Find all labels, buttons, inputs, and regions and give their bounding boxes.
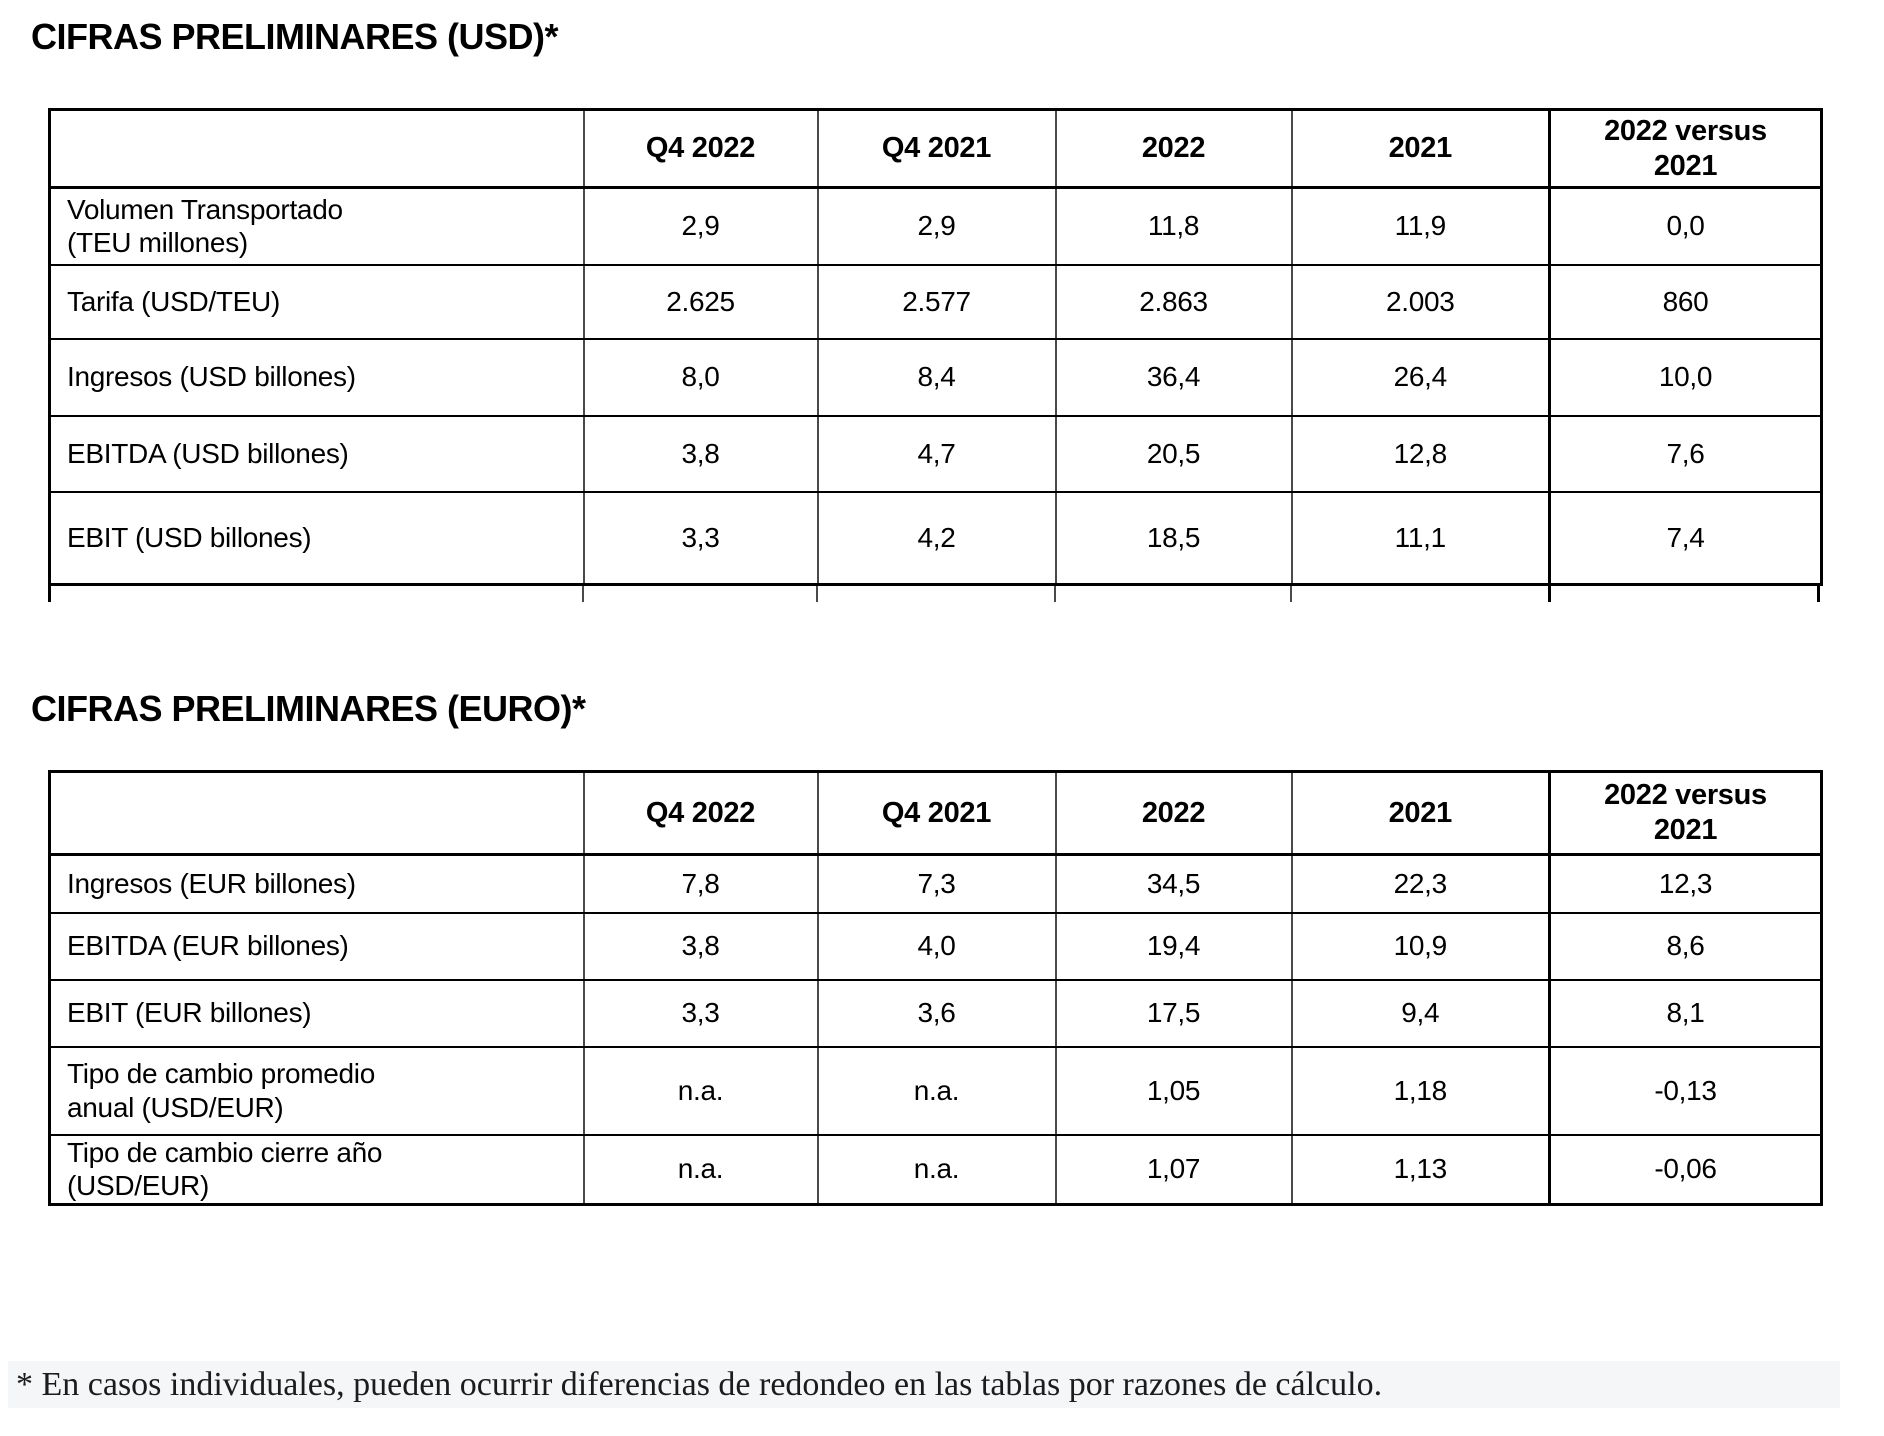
value-cell: 22,3: [1290, 853, 1551, 914]
value-cell: -0,13: [1548, 1045, 1823, 1136]
value-cell: 2,9: [582, 186, 819, 266]
row-label: Tipo de cambio cierre año (USD/EUR): [48, 1133, 585, 1206]
usd-table-container: Q4 2022 Q4 2021 2022 2021 2022 versus 2021 V…: [48, 108, 1823, 602]
table-row: EBIT (EUR billones) 3,3 3,6 17,5 9,4 8,1: [48, 978, 1823, 1048]
column-header: 2021: [1290, 770, 1551, 856]
column-header: 2022 versus 2021: [1548, 770, 1823, 856]
footnote-text: * En casos individuales, pueden ocurrir …: [16, 1365, 1383, 1403]
value-cell: 7,4: [1548, 490, 1823, 586]
value-cell: 11,1: [1290, 490, 1551, 586]
column-line: [1290, 586, 1292, 602]
value-cell: n.a.: [582, 1045, 819, 1136]
empty-corner-cell: [48, 108, 585, 189]
row-label: EBIT (EUR billones): [48, 978, 585, 1048]
value-cell: 3,8: [582, 414, 819, 493]
value-cell: 1,18: [1290, 1045, 1551, 1136]
value-cell: 8,0: [582, 337, 819, 417]
section-title-usd: CIFRAS PRELIMINARES (USD)*: [31, 16, 559, 57]
row-label: Ingresos (USD billones): [48, 337, 585, 417]
row-label: EBITDA (EUR billones): [48, 911, 585, 981]
value-cell: 34,5: [1054, 853, 1293, 914]
value-cell: 7,3: [816, 853, 1057, 914]
value-cell: n.a.: [816, 1045, 1057, 1136]
column-header: Q4 2022: [582, 770, 819, 856]
value-cell: 1,05: [1054, 1045, 1293, 1136]
value-cell: 8,1: [1548, 978, 1823, 1048]
column-line: [816, 586, 818, 602]
value-cell: 26,4: [1290, 337, 1551, 417]
row-label: EBIT (USD billones): [48, 490, 585, 586]
table-row: EBIT (USD billones) 3,3 4,2 18,5 11,1 7,4: [48, 490, 1823, 586]
value-cell: -0,06: [1548, 1133, 1823, 1206]
header-row: Q4 2022 Q4 2021 2022 2021 2022 versus 2021: [48, 108, 1823, 189]
value-cell: 7,6: [1548, 414, 1823, 493]
value-cell: 19,4: [1054, 911, 1293, 981]
table-row: Tipo de cambio promedio anual (USD/EUR) n…: [48, 1045, 1823, 1136]
value-cell: 0,0: [1548, 186, 1823, 266]
value-cell: n.a.: [582, 1133, 819, 1206]
value-cell: 9,4: [1290, 978, 1551, 1048]
value-cell: 1,13: [1290, 1133, 1551, 1206]
value-cell: 1,07: [1054, 1133, 1293, 1206]
column-header: 2022: [1054, 108, 1293, 189]
value-cell: 4,0: [816, 911, 1057, 981]
value-cell: 36,4: [1054, 337, 1293, 417]
column-header: Q4 2021: [816, 108, 1057, 189]
value-cell: 3,3: [582, 490, 819, 586]
preliminary-figures-usd-table: Q4 2022 Q4 2021 2022 2021 2022 versus 2021 V…: [48, 108, 1823, 586]
value-cell: 4,7: [816, 414, 1057, 493]
value-cell: 860: [1548, 263, 1823, 340]
column-header: Q4 2022: [582, 108, 819, 189]
table-row: Ingresos (EUR billones) 7,8 7,3 34,5 22,3 12,…: [48, 853, 1823, 914]
value-cell: 8,6: [1548, 911, 1823, 981]
value-cell: 2.863: [1054, 263, 1293, 340]
empty-corner-cell: [48, 770, 585, 856]
section-title-euro: CIFRAS PRELIMINARES (EURO)*: [31, 688, 586, 729]
table-cutoff-sliver: [48, 586, 1820, 602]
row-label: EBITDA (USD billones): [48, 414, 585, 493]
value-cell: 12,3: [1548, 853, 1823, 914]
value-cell: 3,3: [582, 978, 819, 1048]
footnote-bar: * En casos individuales, pueden ocurrir …: [8, 1361, 1840, 1408]
table-row: EBITDA (USD billones) 3,8 4,7 20,5 12,8 7,6: [48, 414, 1823, 493]
column-header: 2022: [1054, 770, 1293, 856]
header-row: Q4 2022 Q4 2021 2022 2021 2022 versus 2021: [48, 770, 1823, 856]
row-label: Tipo de cambio promedio anual (USD/EUR): [48, 1045, 585, 1136]
row-label: Ingresos (EUR billones): [48, 853, 585, 914]
column-line: [1548, 586, 1551, 602]
preliminary-figures-euro-table: Q4 2022 Q4 2021 2022 2021 2022 versus 2021 I…: [48, 770, 1823, 1206]
value-cell: 11,8: [1054, 186, 1293, 266]
value-cell: 20,5: [1054, 414, 1293, 493]
table-row: Ingresos (USD billones) 8,0 8,4 36,4 26,4 10,…: [48, 337, 1823, 417]
row-label: Volumen Transportado (TEU millones): [48, 186, 585, 266]
value-cell: 7,8: [582, 853, 819, 914]
value-cell: 2.577: [816, 263, 1057, 340]
value-cell: 12,8: [1290, 414, 1551, 493]
column-line: [1054, 586, 1056, 602]
column-header: 2021: [1290, 108, 1551, 189]
value-cell: 3,6: [816, 978, 1057, 1048]
value-cell: 10,0: [1548, 337, 1823, 417]
value-cell: 2.625: [582, 263, 819, 340]
row-label: Tarifa (USD/TEU): [48, 263, 585, 340]
value-cell: 2,9: [816, 186, 1057, 266]
table-row: EBITDA (EUR billones) 3,8 4,0 19,4 10,9 8,6: [48, 911, 1823, 981]
column-header: Q4 2021: [816, 770, 1057, 856]
value-cell: 4,2: [816, 490, 1057, 586]
table-row: Tarifa (USD/TEU) 2.625 2.577 2.863 2.003 860: [48, 263, 1823, 340]
value-cell: 10,9: [1290, 911, 1551, 981]
value-cell: 11,9: [1290, 186, 1551, 266]
column-line: [582, 586, 584, 602]
table-row: Tipo de cambio cierre año (USD/EUR) n.a. n…: [48, 1133, 1823, 1206]
value-cell: 2.003: [1290, 263, 1551, 340]
table-row: Volumen Transportado (TEU millones) 2,9 2,…: [48, 186, 1823, 266]
value-cell: 18,5: [1054, 490, 1293, 586]
value-cell: n.a.: [816, 1133, 1057, 1206]
value-cell: 3,8: [582, 911, 819, 981]
value-cell: 8,4: [816, 337, 1057, 417]
column-header: 2022 versus 2021: [1548, 108, 1823, 189]
euro-table-container: Q4 2022 Q4 2021 2022 2021 2022 versus 2021 I…: [48, 770, 1823, 1206]
value-cell: 17,5: [1054, 978, 1293, 1048]
